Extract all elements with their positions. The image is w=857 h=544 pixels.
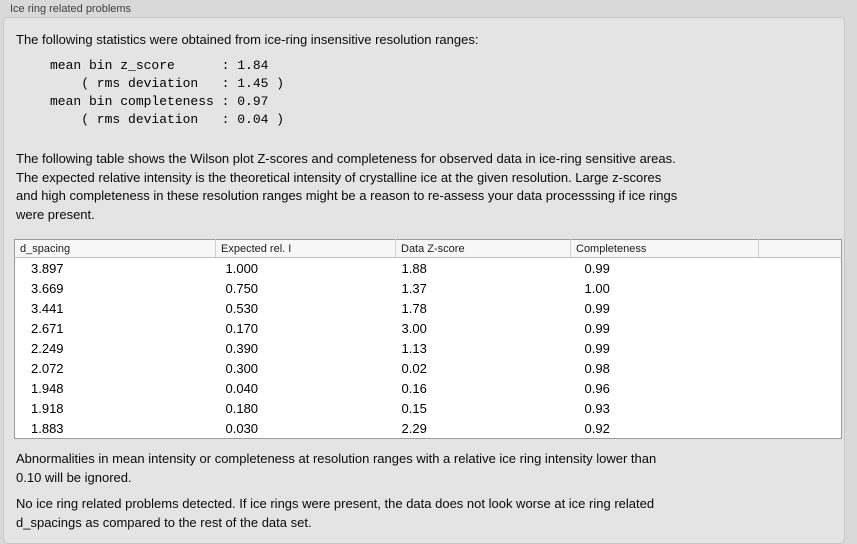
panel-title: Ice ring related problems: [10, 3, 132, 15]
cell-d-spacing: 2.249: [31, 340, 64, 356]
conclusion-text: No ice ring related problems detected. I…: [16, 496, 655, 530]
table-row[interactable]: 2.072 0.300 0.02 0.98: [15, 358, 842, 378]
cell-expected-rel-i: 0.750: [225, 280, 259, 296]
cell-d-spacing: 1.948: [31, 380, 64, 396]
cell-completeness: 0.93: [584, 400, 610, 416]
cell-completeness: 0.92: [584, 420, 610, 436]
cell-empty: [759, 398, 842, 418]
cell-d-spacing: 2.671: [31, 320, 64, 336]
table-row[interactable]: 3.897 1.000 1.88 0.99: [15, 258, 842, 279]
cell-empty: [759, 418, 842, 439]
cell-expected-rel-i: 0.300: [225, 360, 259, 376]
cell-empty: [759, 338, 842, 358]
cell-data-z-score: 1.13: [401, 340, 427, 356]
cell-data-z-score: 1.88: [401, 260, 427, 276]
cell-completeness: 0.99: [584, 300, 610, 316]
cell-empty: [759, 378, 842, 398]
cell-d-spacing: 1.883: [31, 420, 64, 436]
cell-completeness: 0.99: [584, 320, 610, 336]
cell-data-z-score: 2.29: [401, 420, 427, 436]
cell-empty: [759, 358, 842, 378]
cell-empty: [759, 278, 842, 298]
cell-d-spacing: 3.441: [31, 300, 64, 316]
statistics-block: mean bin z_score : 1.84 ( rms deviation …: [50, 58, 285, 127]
cell-expected-rel-i: 0.180: [225, 400, 259, 416]
cell-completeness: 0.99: [584, 260, 610, 276]
cell-expected-rel-i: 0.170: [225, 320, 259, 336]
table-row[interactable]: 2.249 0.390 1.13 0.99: [15, 338, 842, 358]
cell-d-spacing: 3.897: [31, 260, 64, 276]
cell-data-z-score: 0.02: [401, 360, 427, 376]
cell-expected-rel-i: 0.390: [225, 340, 259, 356]
footnote-text: Abnormalities in mean intensity or compl…: [16, 451, 657, 485]
cell-expected-rel-i: 0.040: [225, 380, 259, 396]
cell-data-z-score: 1.37: [401, 280, 427, 296]
column-header-data-z-score: Data Z-score: [395, 239, 571, 258]
intro-text: The following statistics were obtained f…: [16, 32, 479, 47]
column-header-completeness: Completeness: [570, 239, 759, 258]
table-row[interactable]: 2.671 0.170 3.00 0.99: [15, 318, 842, 338]
cell-expected-rel-i: 0.530: [225, 300, 259, 316]
table-row[interactable]: 3.669 0.750 1.37 1.00: [15, 278, 842, 298]
cell-d-spacing: 2.072: [31, 360, 64, 376]
column-header-empty: [758, 239, 842, 258]
cell-empty: [759, 298, 842, 318]
cell-data-z-score: 0.16: [401, 380, 427, 396]
table-row[interactable]: 1.883 0.030 2.29 0.92: [15, 418, 842, 439]
cell-expected-rel-i: 1.000: [225, 260, 259, 276]
column-header-d-spacing: d_spacing: [14, 239, 216, 258]
cell-expected-rel-i: 0.030: [225, 420, 259, 436]
cell-data-z-score: 1.78: [401, 300, 427, 316]
cell-d-spacing: 3.669: [31, 280, 64, 296]
cell-completeness: 0.98: [584, 360, 610, 376]
cell-empty: [759, 258, 842, 279]
table-description-text: The following table shows the Wilson plo…: [16, 151, 678, 222]
cell-data-z-score: 0.15: [401, 400, 427, 416]
table-row[interactable]: 3.441 0.530 1.78 0.99: [15, 298, 842, 318]
ice-ring-table: d_spacing Expected rel. I Data Z-score C…: [14, 239, 842, 439]
table-row[interactable]: 1.918 0.180 0.15 0.93: [15, 398, 842, 418]
table-header-row: d_spacing Expected rel. I Data Z-score C…: [14, 239, 842, 258]
cell-data-z-score: 3.00: [401, 320, 427, 336]
table-row[interactable]: 1.948 0.040 0.16 0.96: [15, 378, 842, 398]
cell-completeness: 0.99: [584, 340, 610, 356]
cell-d-spacing: 1.918: [31, 400, 64, 416]
cell-completeness: 1.00: [584, 280, 610, 296]
cell-completeness: 0.96: [584, 380, 610, 396]
cell-empty: [759, 318, 842, 338]
column-header-expected-rel-i: Expected rel. I: [215, 239, 396, 258]
